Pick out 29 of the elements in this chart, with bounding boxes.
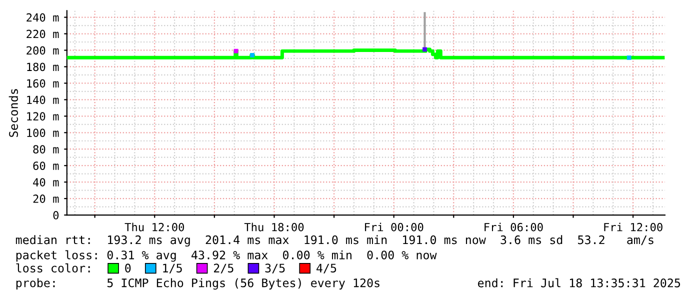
text: probe: 5 ICMP Echo Pings (56 Bytes) every 120s [16,278,380,290]
x-tick-label: Fri 00:00 [364,222,424,232]
legend-label: 3/5 [265,264,285,274]
y-tick-label: 180 m [27,62,59,72]
y-tick-label: 160 m [27,79,59,88]
y-tick-label: 240 m [26,13,59,22]
y-tick-label: 140 m [27,96,59,104]
y-tick-label: 80 m [33,145,59,154]
y-tick-label: 40 m [33,178,59,186]
legend-label: 2/5 [214,264,234,274]
legend-label: 4/5 [316,264,336,274]
x-tick-label: Fri 06:00 [484,222,543,232]
text: median rtt: 193.2 ms avg 201.4 ms max 191.0 ms min 191.0 ms now 3.6 ms sd 53.2 am/s [16,235,654,247]
x-tick-label: Thu 12:00 [124,222,184,232]
x-tick-label: Fri 12:00 [604,222,662,232]
y-tick-label: 120 m [27,112,59,121]
y-tick-label: 20 m [33,194,59,203]
legend-label: 0 [125,264,131,272]
y-tick-label: 100 m [27,128,59,138]
text: packet loss: 0.31 % avg 43.92 % max 0.00 % min 0.00 % now [16,250,437,262]
y-tick-label: 0 [53,211,59,220]
legend-title: loss color: [16,263,90,272]
y-tick-label: 200 m [26,46,59,55]
y-axis-title: Seconds [8,89,18,137]
y-tick-label: 220 m [26,30,59,38]
text: end: Fri Jul 18 13:35:31 2025 [478,278,680,288]
legend-label: 1/5 [163,264,182,274]
x-tick-label: Thu 18:00 [244,222,304,232]
y-tick-label: 60 m [33,162,59,170]
